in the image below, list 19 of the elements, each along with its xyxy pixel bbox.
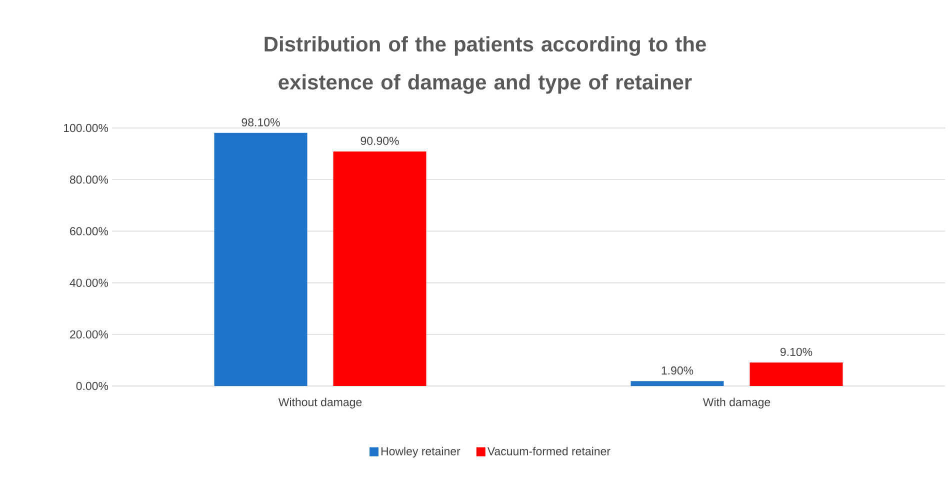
legend-label: Howley retainer: [381, 446, 460, 458]
bar: [630, 381, 724, 386]
y-tick-label: 40.00%: [70, 278, 108, 287]
y-tick-label: 60.00%: [70, 227, 108, 236]
y-tick-label: 80.00%: [70, 176, 108, 184]
legend-label: Vacuum-formed retainer: [487, 446, 610, 456]
y-tick-label: 0.00%: [76, 382, 108, 390]
bar: [333, 151, 426, 386]
data-label: 1.90%: [662, 366, 694, 375]
y-tick-label: 100.00%: [64, 124, 108, 132]
data-label: 9.10%: [780, 348, 812, 356]
data-label: 90.90%: [360, 136, 399, 145]
bar: [750, 362, 843, 386]
x-tick-label: Without damage: [278, 398, 362, 408]
x-tick-label: With damage: [702, 398, 770, 408]
data-label: 98.10%: [242, 118, 280, 126]
chart-title: Distribution of the patients according to the existence of damage and type of retainer: [264, 36, 706, 94]
y-tick-label: 20.00%: [70, 330, 108, 338]
bar: [214, 132, 308, 386]
